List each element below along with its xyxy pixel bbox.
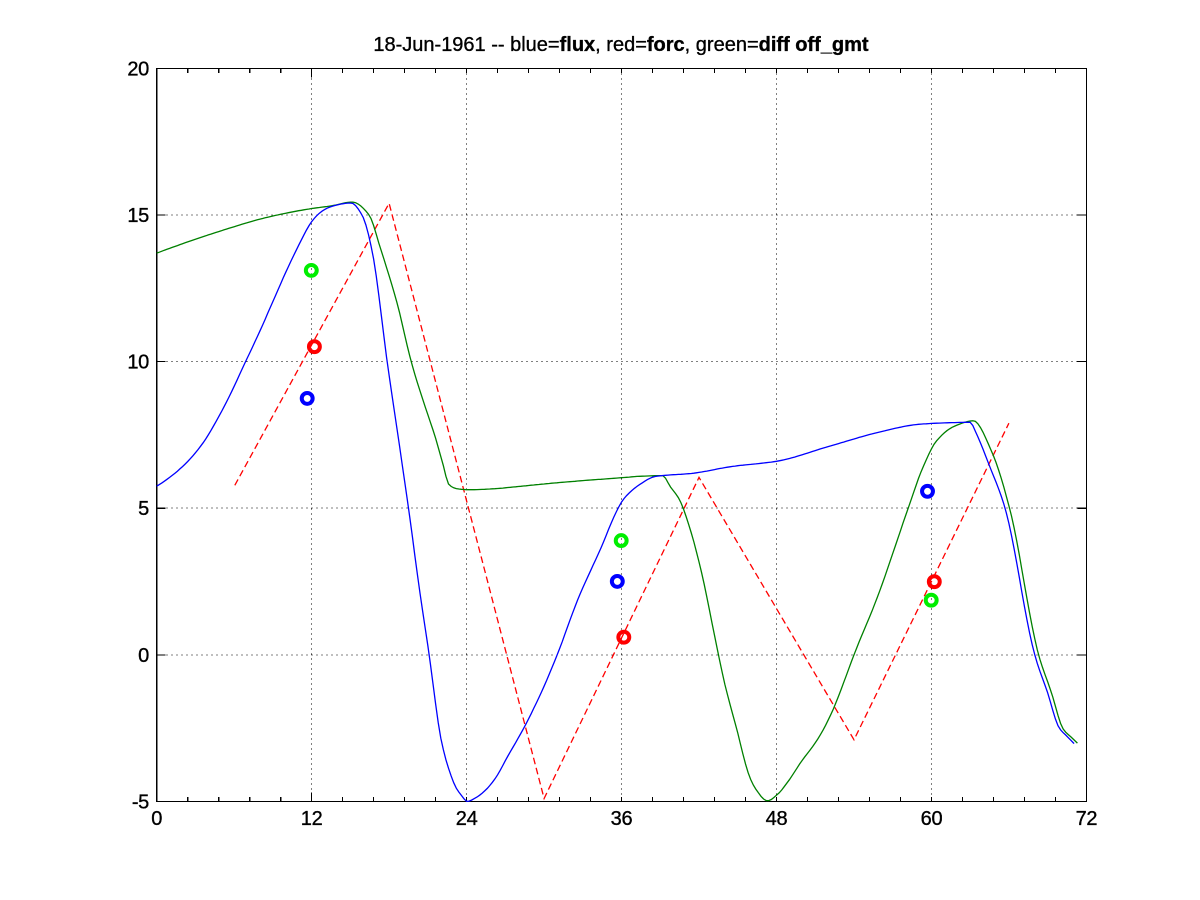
svg-text:18-Jun-1961 -- blue=flux, red=: 18-Jun-1961 -- blue=flux, red=forc, gree… [373,34,869,56]
svg-text:12: 12 [301,808,323,830]
svg-text:48: 48 [766,808,788,830]
svg-text:0: 0 [138,645,149,667]
svg-text:15: 15 [127,205,149,227]
svg-text:10: 10 [127,352,149,374]
svg-text:-5: -5 [132,791,149,813]
svg-text:72: 72 [1076,808,1098,830]
svg-text:20: 20 [127,58,149,80]
svg-text:36: 36 [611,808,633,830]
svg-text:5: 5 [138,498,149,520]
svg-text:60: 60 [921,808,943,830]
svg-text:0: 0 [151,808,162,830]
svg-text:24: 24 [456,808,478,830]
